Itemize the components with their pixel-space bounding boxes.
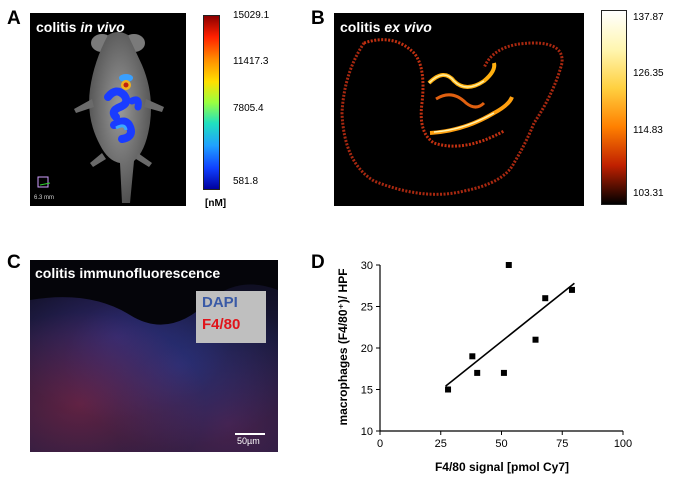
data-point	[500, 369, 507, 376]
y-tick-label: 10	[361, 426, 373, 438]
chart-ylabel: macrophages (F4/80⁺)/ HPF	[336, 268, 350, 425]
panel-c-letter: C	[7, 252, 21, 273]
data-point	[445, 386, 452, 393]
panel-a-title-prefix: colitis	[36, 19, 81, 35]
panel-b-colorbar-tick: 103.31	[633, 188, 664, 199]
panel-c-title: colitis immunofluorescence	[35, 265, 221, 281]
x-tick-label: 75	[556, 438, 568, 450]
data-point	[542, 295, 549, 302]
panel-a-colorbar-tick: 11417.3	[233, 56, 269, 67]
panel-b-colorbar-tick: 137.87	[633, 12, 664, 23]
ex-vivo-image: colitis ex vivo	[334, 13, 584, 206]
panel-a-title-italic: in vivo	[80, 19, 125, 35]
data-point	[532, 336, 539, 343]
panel-b-title-italic: ex vivo	[384, 19, 432, 35]
panel-b-colorbar	[601, 10, 627, 205]
stain-legend	[196, 291, 266, 343]
panel-b-colorbar-tick: 114.83	[633, 125, 663, 136]
panel-b-title-prefix: colitis	[340, 19, 385, 35]
data-point	[474, 369, 481, 376]
panel-a-colorbar-unit: [nM]	[205, 198, 227, 209]
y-tick-label: 15	[361, 385, 373, 397]
data-point	[568, 286, 575, 293]
panel-a-colorbar-tick: 581.8	[233, 176, 259, 187]
colon-fluorescence-image	[340, 38, 564, 196]
scatter-chart: 0 25 50 75 100 10 15 20 25 30 F4/80 signal [pmol …	[336, 260, 632, 474]
panel-b-colorbar-tick: 126.35	[633, 68, 664, 79]
data-point	[469, 353, 476, 360]
x-tick-label: 100	[614, 438, 632, 450]
in-vivo-image: colitis in vivo 6.3 mm	[30, 13, 186, 206]
panel-b-letter: B	[311, 8, 325, 29]
panel-d-letter: D	[311, 252, 325, 273]
panel-b-title: colitis ex vivo	[340, 19, 432, 35]
mouse-fluorescence-image	[37, 32, 164, 203]
chart-xlabel: F4/80 signal [pmol Cy7]	[435, 460, 569, 474]
regression-line	[445, 282, 575, 387]
scalebar-label: 50µm	[237, 436, 260, 446]
panel-a-scale-text: 6.3 mm	[34, 195, 55, 201]
panel-a-colorbar	[203, 15, 220, 190]
legend-f480: F4/80	[202, 316, 241, 333]
y-tick-label: 20	[361, 343, 373, 355]
y-tick-label: 25	[361, 302, 373, 314]
x-tick-label: 0	[377, 438, 383, 450]
panel-a-title: colitis in vivo	[36, 19, 125, 35]
scalebar-line	[235, 433, 265, 435]
x-tick-label: 50	[495, 438, 507, 450]
data-point	[505, 262, 512, 268]
panel-a-colorbar-tick: 15029.1	[233, 10, 270, 21]
x-tick-label: 25	[435, 438, 447, 450]
legend-dapi: DAPI	[202, 294, 238, 311]
y-tick-label: 30	[361, 260, 373, 272]
immunofluorescence-image: colitis immunofluorescence DAPI F4/80 50…	[30, 260, 278, 452]
panel-a-letter: A	[7, 8, 21, 29]
panel-a-colorbar-tick: 7805.4	[233, 103, 264, 114]
tissue-texture	[30, 260, 278, 325]
